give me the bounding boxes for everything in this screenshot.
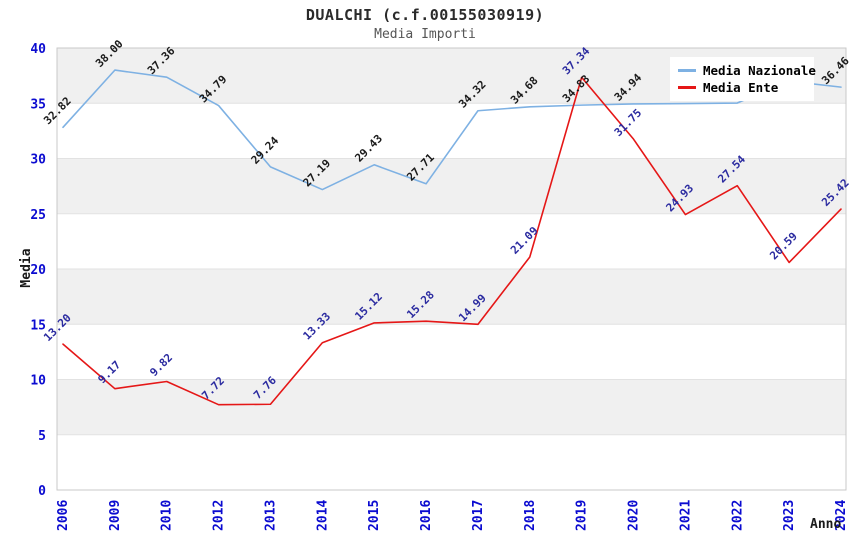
y-tick-label: 40	[30, 42, 46, 57]
chart-subtitle: Media Importi	[374, 27, 476, 42]
y-tick-label: 30	[30, 153, 46, 168]
grid-band	[57, 158, 846, 214]
plot-border	[56, 47, 847, 491]
legend-item-media-ente: Media Ente	[678, 79, 814, 96]
y-tick-label: 15	[30, 318, 46, 333]
legend-item-media-nazionale: Media Nazionale	[678, 62, 816, 79]
x-tick-label: 2020	[627, 500, 642, 531]
x-tick-label: 2022	[730, 500, 745, 531]
series-line-media-ente	[62, 76, 842, 406]
y-tick-label: 0	[38, 484, 46, 499]
x-axis-label: Anno	[810, 517, 841, 532]
x-tick-label: 2015	[367, 500, 382, 531]
y-tick-label: 25	[30, 208, 46, 223]
x-tick-label: 2021	[678, 500, 693, 531]
y-axis-label: Media	[19, 248, 34, 287]
legend-label-nazionale: Media Nazionale	[703, 63, 816, 78]
x-tick-label: 2016	[419, 500, 434, 531]
legend-label-ente: Media Ente	[703, 80, 779, 95]
chart-title: DUALCHI (c.f.00155030919)	[305, 6, 545, 24]
y-tick-label: 20	[30, 263, 46, 278]
series-line-media-nazionale	[62, 69, 842, 191]
x-tick-label: 2017	[471, 500, 486, 531]
y-tick-label: 5	[38, 429, 46, 444]
x-tick-label: 2023	[782, 500, 797, 531]
x-tick-label: 2013	[263, 500, 278, 531]
x-tick-label: 2012	[212, 500, 227, 531]
grid-band	[57, 269, 846, 325]
grid-band	[57, 379, 846, 435]
x-tick-label: 2006	[56, 500, 71, 531]
legend-line-swatch-nazionale	[678, 69, 696, 72]
y-tick-label: 10	[30, 374, 46, 389]
x-tick-label: 2024	[834, 500, 849, 531]
legend: Media Nazionale Media Ente	[670, 57, 816, 101]
legend-line-swatch-ente	[678, 86, 696, 89]
x-tick-label: 2009	[108, 500, 123, 531]
x-tick-label: 2019	[575, 500, 590, 531]
x-tick-label: 2014	[315, 500, 330, 531]
x-tick-label: 2018	[523, 500, 538, 531]
x-tick-label: 2010	[160, 500, 175, 531]
y-tick-label: 35	[30, 97, 46, 112]
